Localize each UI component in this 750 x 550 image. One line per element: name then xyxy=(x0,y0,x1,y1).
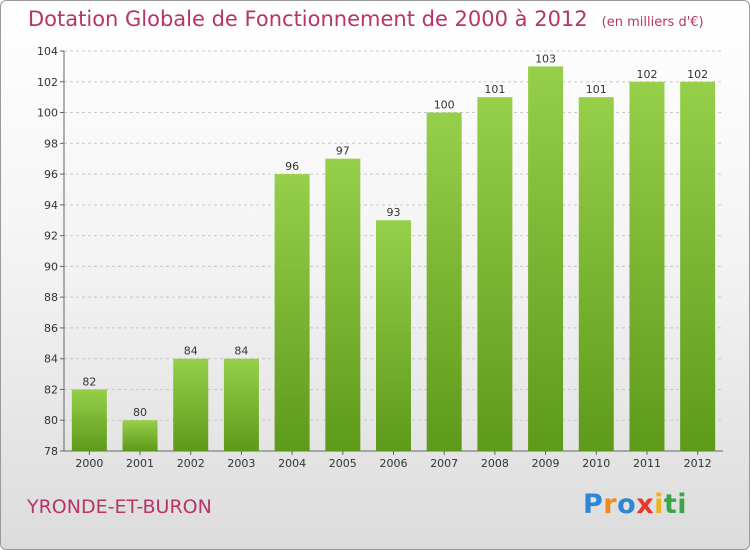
data-label: 84 xyxy=(234,345,248,358)
x-tick-label: 2009 xyxy=(532,457,560,470)
commune-name: YRONDE-ET-BURON xyxy=(27,496,212,518)
y-tick-label: 80 xyxy=(44,414,58,427)
bar xyxy=(122,420,158,451)
title-text: Dotation Globale de Fonctionnement de 20… xyxy=(28,7,588,31)
y-tick-label: 104 xyxy=(37,45,58,58)
chart-title: Dotation Globale de Fonctionnement de 20… xyxy=(28,7,704,31)
x-tick-label: 2002 xyxy=(177,457,205,470)
bar xyxy=(376,220,411,451)
logo-letter: r xyxy=(603,489,618,520)
data-label: 93 xyxy=(387,206,401,219)
data-label: 103 xyxy=(535,52,556,65)
data-label: 101 xyxy=(586,83,607,96)
x-tick-label: 2010 xyxy=(582,457,610,470)
bar xyxy=(426,112,462,452)
logo-letter: ti xyxy=(663,489,688,520)
y-tick-label: 96 xyxy=(44,168,58,181)
proxiti-logo: Proxiti xyxy=(583,489,687,520)
x-tick-label: 2003 xyxy=(227,457,255,470)
y-tick-label: 88 xyxy=(44,291,58,304)
bar xyxy=(528,66,564,451)
data-label: 84 xyxy=(184,345,198,358)
y-tick-label: 92 xyxy=(44,230,58,243)
bar xyxy=(223,358,259,451)
y-tick-label: 84 xyxy=(44,353,58,366)
y-tick-label: 86 xyxy=(44,322,58,335)
x-tick-label: 2007 xyxy=(430,457,458,470)
x-tick-label: 2011 xyxy=(633,457,661,470)
y-tick-label: 82 xyxy=(44,383,58,396)
logo-letter: P xyxy=(583,489,604,520)
data-label: 102 xyxy=(687,68,708,81)
bar xyxy=(274,174,310,452)
data-label: 101 xyxy=(484,83,505,96)
bar xyxy=(173,358,209,451)
bar xyxy=(680,81,716,452)
bar xyxy=(325,158,361,451)
y-tick-label: 78 xyxy=(44,445,58,458)
y-tick-label: 94 xyxy=(44,199,58,212)
x-tick-label: 2006 xyxy=(380,457,408,470)
bar xyxy=(477,97,513,452)
y-tick-label: 100 xyxy=(37,107,58,120)
bar xyxy=(578,97,614,452)
x-tick-label: 2012 xyxy=(684,457,712,470)
x-tick-label: 2001 xyxy=(126,457,154,470)
data-label: 80 xyxy=(133,406,147,419)
x-tick-label: 2008 xyxy=(481,457,509,470)
y-tick-label: 102 xyxy=(37,76,58,89)
x-tick-label: 2004 xyxy=(278,457,306,470)
logo-letter: i xyxy=(654,489,664,520)
data-label: 102 xyxy=(636,68,657,81)
logo-letter: o xyxy=(617,489,637,520)
x-tick-label: 2005 xyxy=(329,457,357,470)
data-label: 96 xyxy=(285,160,299,173)
bar xyxy=(629,81,665,452)
bar xyxy=(71,389,107,451)
data-label: 97 xyxy=(336,145,350,158)
y-tick-label: 90 xyxy=(44,260,58,273)
unit-label: (en milliers d'€) xyxy=(601,15,704,30)
x-tick-label: 2000 xyxy=(75,457,103,470)
y-tick-label: 98 xyxy=(44,137,58,150)
data-label: 82 xyxy=(82,375,96,388)
logo-letter: x xyxy=(636,489,655,520)
data-label: 100 xyxy=(434,99,455,112)
